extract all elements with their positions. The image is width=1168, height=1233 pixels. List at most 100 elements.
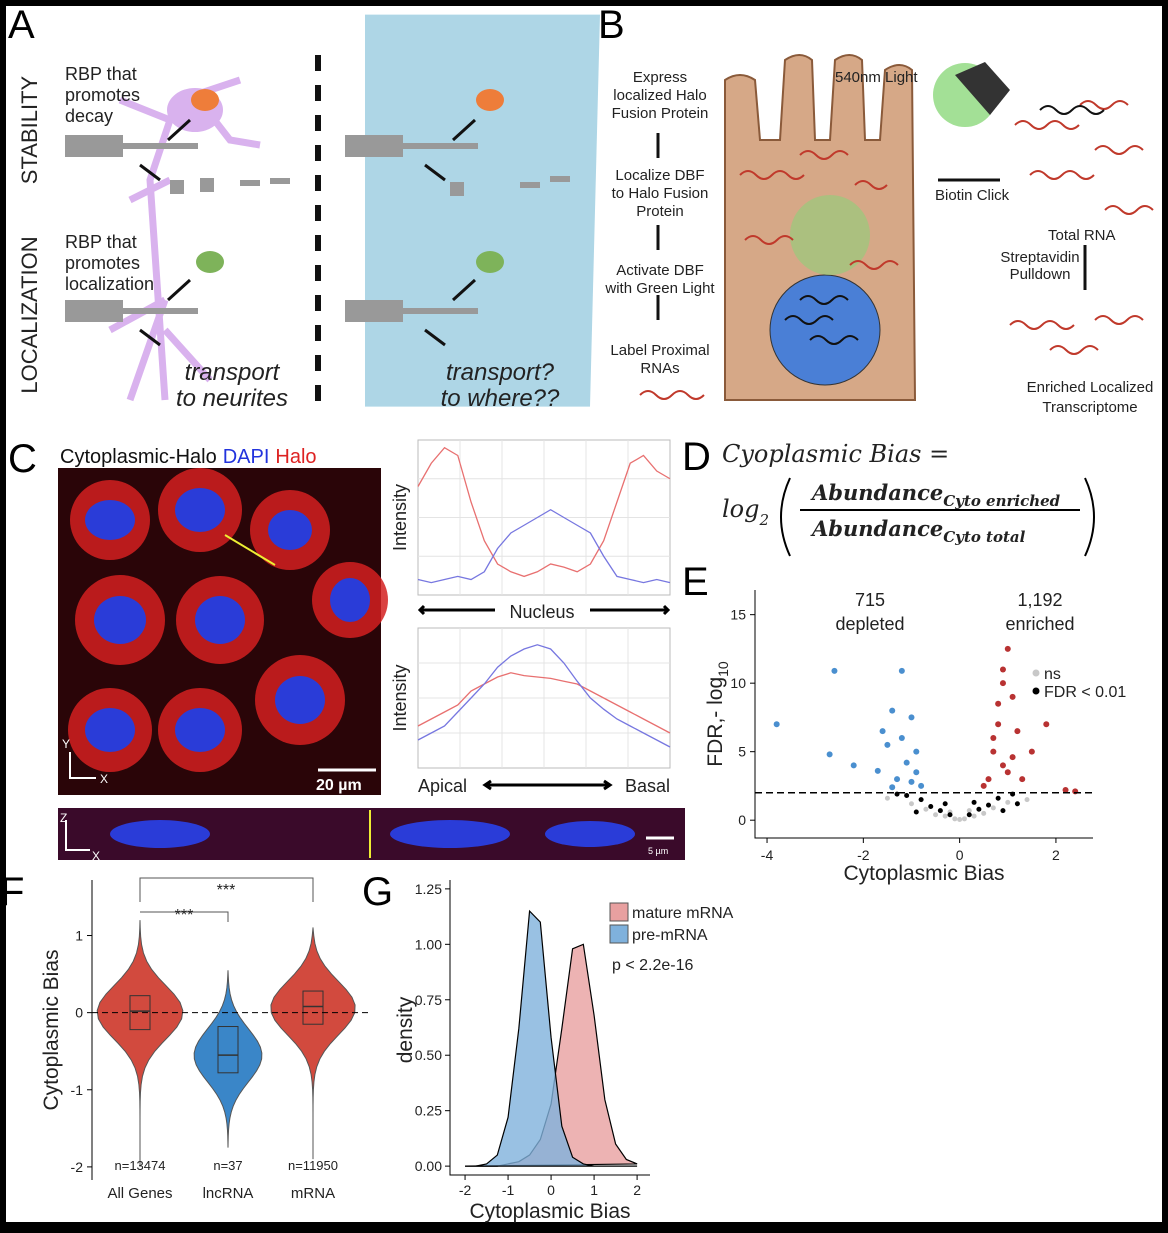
caption: to where??	[441, 385, 560, 412]
arrow	[417, 604, 671, 791]
x-axis-label: Nucleus	[509, 602, 574, 622]
point	[981, 810, 987, 816]
panel-c-image-shape	[390, 820, 510, 848]
point	[937, 808, 943, 814]
point	[995, 700, 1002, 707]
panel-a-illustration-shape	[123, 308, 198, 314]
point	[908, 801, 914, 807]
click-label: Biotin Click	[935, 187, 1010, 204]
axis-label: Z	[60, 811, 67, 825]
y-axis-label: Intensity	[390, 484, 410, 551]
equation: log	[722, 495, 760, 523]
point	[1028, 748, 1035, 755]
rbp-label: RBP that	[65, 232, 137, 252]
equation: Abundance	[810, 480, 943, 505]
point	[966, 812, 972, 818]
panel-c-image-shape	[85, 488, 635, 848]
legend-label: FDR < 0.01	[1044, 684, 1126, 701]
point	[1024, 797, 1030, 803]
annotation: depleted	[835, 614, 904, 634]
pulldown-label: Streptavidin	[1000, 249, 1079, 266]
y-axis-label: density	[394, 996, 417, 1063]
x-tick-label: -1	[502, 1182, 515, 1198]
point	[966, 808, 972, 814]
point	[990, 734, 997, 741]
axis-label: Y	[62, 737, 70, 751]
box	[302, 990, 324, 1025]
panel-a-illustration-shape	[476, 89, 504, 111]
equation: Abundance	[810, 516, 943, 541]
panel-a-illustration-shape	[403, 143, 478, 149]
point	[1004, 645, 1011, 652]
point	[971, 813, 977, 819]
panel-label: C	[8, 437, 37, 481]
point	[850, 762, 857, 769]
rbp-label: RBP that	[65, 64, 137, 84]
point	[952, 816, 958, 822]
rbp-label: decay	[65, 106, 113, 126]
scale-bar-label: 5 µm	[648, 846, 668, 856]
point	[1062, 787, 1069, 794]
step-label: Fusion Protein	[612, 105, 709, 122]
x-tick-label: lncRNA	[203, 1185, 254, 1202]
panel-c-image-shape	[94, 596, 146, 644]
x-tick-label: All Genes	[107, 1185, 172, 1202]
n-label: n=37	[213, 1158, 242, 1173]
title-part: Halo	[275, 446, 316, 468]
y-axis-label: FDR,- log10	[704, 661, 731, 767]
point	[971, 799, 977, 805]
equation: AbundanceCyto total	[810, 516, 1026, 546]
panel-b-illustration-shape	[769, 274, 881, 386]
point	[903, 759, 910, 766]
point	[942, 813, 948, 819]
point	[923, 806, 929, 812]
point	[879, 728, 886, 735]
panel-b-illustration-shape	[639, 100, 1154, 400]
y-tick-label: 0	[75, 1005, 83, 1021]
panel-a-illustration-shape	[345, 135, 403, 157]
panel-a-illustration-shape	[139, 118, 477, 347]
point	[999, 762, 1006, 769]
point	[874, 767, 881, 774]
point	[928, 803, 934, 809]
point	[1014, 801, 1020, 807]
panel-a-illustration-shape	[403, 308, 478, 314]
point	[884, 795, 890, 801]
axis-label: X	[92, 849, 100, 863]
y-tick-label: 5	[738, 744, 746, 760]
point	[913, 769, 920, 776]
panel-a-illustration-shape	[345, 300, 403, 322]
point	[889, 784, 896, 791]
point	[999, 666, 1006, 673]
rbp-label: localization	[65, 274, 154, 294]
panel-a-illustration-shape	[170, 176, 570, 196]
equation: AbundanceCyto enriched	[810, 480, 1061, 510]
point	[831, 667, 838, 674]
x-tick-label: 0	[956, 847, 964, 863]
point	[1000, 808, 1006, 814]
panel-c-image-shape	[545, 821, 635, 847]
point	[894, 776, 901, 783]
annotation: p < 2.2e-16	[612, 957, 694, 974]
equation: log2	[722, 495, 769, 529]
y-axis-label: Intensity	[390, 664, 410, 731]
profile-line	[417, 672, 671, 734]
panel-a-illustration-shape	[365, 14, 600, 407]
point	[918, 797, 924, 803]
panel-label: G	[362, 870, 393, 914]
panel-c-image-shape	[175, 488, 225, 532]
point	[947, 812, 953, 818]
step-label: to Halo Fusion	[612, 185, 709, 202]
point	[884, 741, 891, 748]
box	[129, 995, 151, 1031]
enriched-label: Transcriptome	[1042, 399, 1137, 416]
panel-b-illustration-shape	[790, 195, 870, 275]
caption: transport	[185, 359, 281, 386]
panel-a-illustration	[65, 14, 600, 410]
caption: transport?	[446, 359, 555, 386]
point	[980, 782, 987, 789]
step-label: Activate DBF	[616, 262, 704, 279]
y-tick-label: 1.25	[415, 881, 442, 897]
step-label: Protein	[636, 203, 684, 220]
axis-label: X	[100, 772, 108, 786]
